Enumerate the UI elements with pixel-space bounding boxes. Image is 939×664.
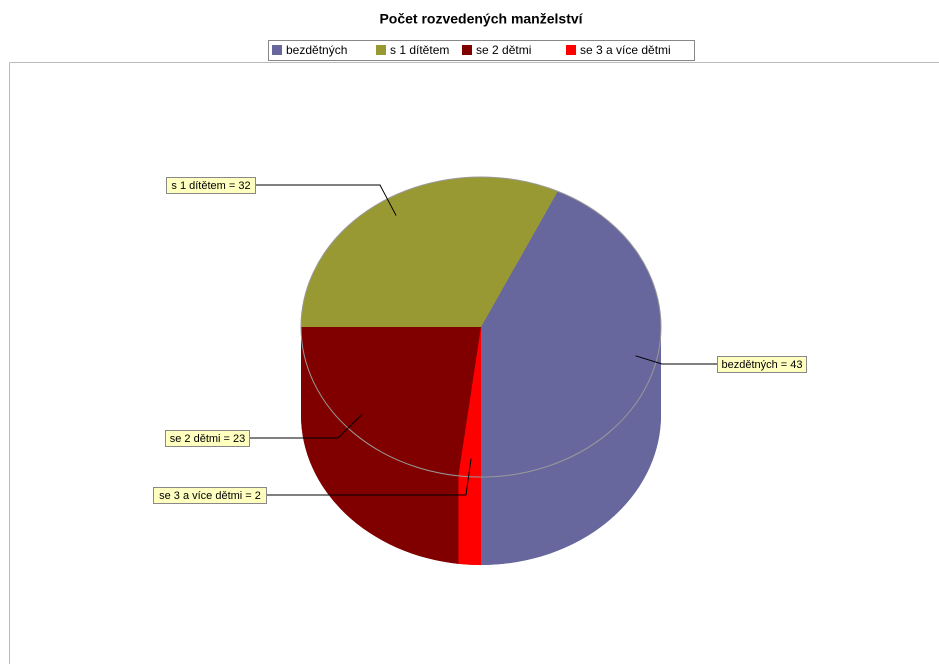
leader-line <box>249 413 363 439</box>
leader-line <box>266 458 472 496</box>
label-box <box>153 487 267 504</box>
legend-box <box>268 40 695 61</box>
data-label: se 2 dětmi = 23 <box>170 433 246 445</box>
slice <box>301 327 481 476</box>
legend-swatch <box>376 45 386 55</box>
leader-line <box>635 355 717 365</box>
legend-label: se 3 a více dětmi <box>580 43 671 57</box>
pie-outline <box>300 176 662 478</box>
slice <box>458 327 481 477</box>
legend-label: se 2 dětmi <box>476 43 531 57</box>
chart-title: Počet rozvedených manželství <box>379 11 583 27</box>
legend-swatch <box>272 45 282 55</box>
slice <box>481 191 661 477</box>
legend-label: s 1 dítětem <box>390 43 449 57</box>
slice-side <box>458 475 481 565</box>
label-box <box>165 430 250 447</box>
data-label: s 1 dítětem = 32 <box>171 180 250 192</box>
data-label: bezdětných = 43 <box>721 359 802 371</box>
legend-swatch <box>566 45 576 55</box>
legend-label: bezdětných <box>286 43 347 57</box>
label-box <box>166 177 256 194</box>
leader-line <box>255 184 397 216</box>
slice-side <box>481 327 661 565</box>
slice <box>301 177 558 327</box>
data-label: se 3 a více dětmi = 2 <box>159 490 261 502</box>
label-box <box>717 356 807 373</box>
slice-side <box>300 327 459 564</box>
legend-swatch <box>462 45 472 55</box>
